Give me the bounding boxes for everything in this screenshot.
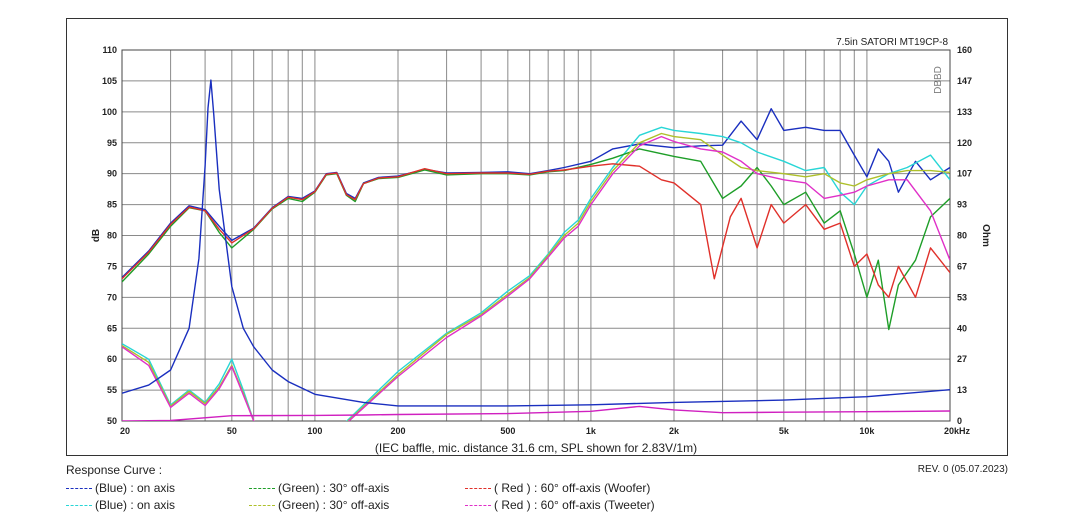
y-tick-label-right: 53: [957, 292, 967, 302]
y-tick-label-left: 55: [107, 385, 117, 395]
y-tick-label-left: 85: [107, 200, 117, 210]
model-name: 7.5in SATORI MT19CP-8: [836, 37, 948, 48]
y-tick-label-right: 27: [957, 354, 967, 364]
y-tick-label-right: 0: [957, 416, 962, 426]
legend-label: (Blue) : on axis: [95, 498, 176, 512]
y-tick-label-right: 80: [957, 231, 967, 241]
y-tick-label-left: 60: [107, 354, 117, 364]
legend-label: (Green) : 30° off-axis: [278, 481, 390, 495]
legend-swatch: [465, 504, 491, 506]
legend-swatch: [249, 504, 275, 506]
x-tick-label: 20kHz: [944, 426, 971, 436]
legend-swatch: [465, 487, 491, 489]
legend-label: ( Red ) : 60° off-axis (Woofer): [494, 481, 651, 495]
y-tick-label-left: 70: [107, 292, 117, 302]
y-tick-label-left: 95: [107, 138, 117, 148]
y-tick-label-right: 67: [957, 261, 967, 271]
y-tick-label-left: 90: [107, 169, 117, 179]
revision-label: REV. 0 (05.07.2023): [917, 464, 1008, 475]
legend-title: Response Curve :: [66, 463, 163, 477]
chart-frame: 110 105 100 95 90 85 80 75 70 65 60 55 50 160 147 133 12…: [66, 18, 1008, 456]
x-tick-label: 50: [227, 426, 237, 436]
plot-border: [121, 49, 951, 422]
y-tick-label-right: 120: [957, 138, 972, 148]
y-tick-label-right: 147: [957, 76, 972, 86]
legend-item-olive-30-offaxis: (Green) : 30° off-axis: [249, 498, 389, 512]
x-tick-label: 500: [500, 426, 515, 436]
y-tick-label-right: 107: [957, 169, 972, 179]
y-axis-label-left: dB: [91, 229, 102, 242]
legend-item-red-60-woofer: ( Red ) : 60° off-axis (Woofer): [465, 481, 650, 495]
y-tick-label-left: 110: [102, 45, 117, 55]
series-line-4: [122, 163, 950, 298]
series-line-2: [122, 148, 950, 331]
y-tick-label-left: 75: [107, 261, 117, 271]
y-tick-label-right: 133: [957, 107, 972, 117]
x-tick-label: 200: [390, 426, 405, 436]
y-tick-label-left: 65: [107, 323, 117, 333]
series-line-0: [122, 107, 950, 278]
x-tick-label: 100: [307, 426, 322, 436]
x-tick-label: 5k: [779, 426, 790, 436]
x-axis-note: (IEC baffle, mic. distance 31.6 cm, SPL …: [375, 441, 697, 455]
y-tick-label-left: 50: [107, 416, 117, 426]
y-tick-label-left: 100: [102, 107, 117, 117]
y-tick-label-right: 13: [957, 385, 967, 395]
legend-swatch: [66, 504, 92, 506]
series-line-7: [122, 405, 950, 421]
series-line-5: [122, 135, 950, 421]
series-line-1: [122, 126, 950, 421]
legend-label: ( Red ) : 60° off-axis (Tweeter): [494, 498, 655, 512]
watermark: DBBD: [933, 66, 944, 94]
y-tick-label-right: 40: [957, 323, 967, 333]
series-line-6: [122, 79, 950, 407]
legend-swatch: [249, 487, 275, 489]
y-tick-label-left: 80: [107, 231, 117, 241]
legend-item-cyan-on-axis: (Blue) : on axis: [66, 498, 175, 512]
x-tick-label: 2k: [669, 426, 680, 436]
x-tick-label: 20: [120, 426, 130, 436]
y-tick-label-right: 93: [957, 200, 967, 210]
legend-swatch: [66, 487, 92, 489]
x-tick-label: 1k: [586, 426, 597, 436]
x-tick-label: 10k: [859, 426, 875, 436]
legend-label: (Blue) : on axis: [95, 481, 176, 495]
y-tick-label-left: 105: [102, 76, 117, 86]
legend-item-green-30-offaxis: (Green) : 30° off-axis: [249, 481, 389, 495]
legend-item-blue-on-axis: (Blue) : on axis: [66, 481, 175, 495]
response-chart: 110 105 100 95 90 85 80 75 70 65 60 55 50 160 147 133 12…: [91, 37, 991, 455]
legend-item-magenta-60-tweeter: ( Red ) : 60° off-axis (Tweeter): [465, 498, 655, 512]
series-line-3: [122, 132, 950, 421]
y-axis-label-right: Ohm: [980, 224, 991, 247]
legend-label: (Green) : 30° off-axis: [278, 498, 390, 512]
y-tick-label-right: 160: [957, 45, 972, 55]
